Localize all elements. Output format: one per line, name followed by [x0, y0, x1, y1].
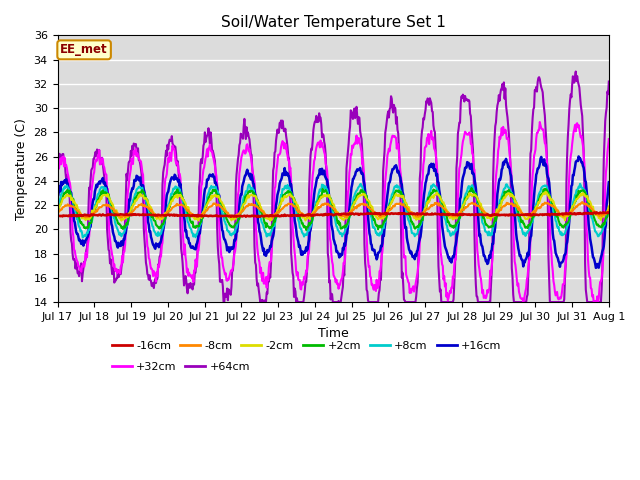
+16cm: [268, 238, 276, 244]
+64cm: [269, 193, 276, 199]
Title: Soil/Water Temperature Set 1: Soil/Water Temperature Set 1: [221, 15, 445, 30]
-16cm: [253, 214, 261, 220]
+16cm: [605, 179, 612, 185]
+8cm: [422, 204, 429, 209]
-8cm: [422, 207, 429, 213]
+16cm: [118, 240, 126, 246]
+2cm: [247, 188, 255, 194]
-2cm: [605, 204, 612, 209]
+32cm: [421, 145, 429, 151]
+64cm: [220, 299, 228, 305]
-2cm: [269, 213, 276, 219]
+8cm: [54, 206, 61, 212]
-16cm: [604, 209, 612, 215]
-2cm: [118, 218, 125, 224]
Line: +8cm: +8cm: [58, 184, 609, 238]
+16cm: [54, 193, 61, 199]
Text: EE_met: EE_met: [60, 43, 108, 56]
+8cm: [269, 226, 276, 231]
+32cm: [605, 136, 612, 142]
+8cm: [119, 230, 127, 236]
+8cm: [220, 218, 228, 224]
Y-axis label: Temperature (C): Temperature (C): [15, 118, 28, 220]
+16cm: [421, 186, 429, 192]
+32cm: [220, 265, 227, 271]
-16cm: [391, 211, 399, 216]
+8cm: [248, 186, 255, 192]
Line: +2cm: +2cm: [58, 188, 609, 230]
+2cm: [422, 205, 429, 211]
-16cm: [118, 212, 126, 217]
+8cm: [79, 235, 86, 240]
-2cm: [422, 205, 429, 211]
+64cm: [422, 107, 429, 113]
+2cm: [54, 210, 61, 216]
-2cm: [391, 193, 399, 199]
+2cm: [302, 227, 310, 233]
-2cm: [119, 216, 127, 222]
-2cm: [541, 189, 549, 195]
+64cm: [220, 299, 227, 305]
Line: +16cm: +16cm: [58, 156, 609, 268]
-8cm: [605, 207, 612, 213]
-8cm: [269, 215, 276, 220]
+2cm: [468, 185, 476, 191]
+64cm: [248, 152, 255, 158]
-16cm: [247, 213, 255, 219]
+16cm: [247, 177, 255, 182]
+32cm: [247, 154, 255, 160]
+16cm: [390, 166, 397, 171]
+64cm: [54, 162, 61, 168]
-2cm: [248, 192, 255, 198]
+16cm: [220, 234, 227, 240]
+32cm: [536, 119, 543, 125]
-16cm: [54, 213, 61, 218]
+16cm: [592, 265, 600, 271]
+2cm: [118, 225, 126, 230]
-16cm: [422, 212, 429, 217]
-8cm: [118, 214, 126, 220]
-8cm: [220, 207, 227, 213]
-8cm: [391, 204, 399, 209]
Line: +32cm: +32cm: [58, 122, 609, 302]
+32cm: [54, 170, 61, 176]
+32cm: [268, 247, 276, 252]
+8cm: [391, 184, 399, 190]
-2cm: [54, 207, 61, 213]
Line: -16cm: -16cm: [58, 212, 609, 217]
+2cm: [268, 224, 276, 229]
+64cm: [572, 69, 580, 74]
-16cm: [220, 213, 227, 219]
Line: -8cm: -8cm: [58, 202, 609, 217]
+2cm: [220, 205, 227, 211]
+32cm: [118, 253, 126, 259]
+32cm: [590, 299, 598, 305]
Legend: +32cm, +64cm: +32cm, +64cm: [107, 358, 255, 376]
+2cm: [391, 190, 399, 196]
-8cm: [54, 211, 61, 216]
+8cm: [576, 181, 584, 187]
+32cm: [390, 134, 397, 140]
Line: -2cm: -2cm: [58, 192, 609, 221]
+64cm: [391, 105, 399, 111]
X-axis label: Time: Time: [318, 327, 349, 340]
+64cm: [605, 79, 612, 84]
+16cm: [575, 154, 582, 159]
-8cm: [247, 203, 255, 208]
+8cm: [605, 204, 612, 210]
-2cm: [220, 204, 228, 210]
+2cm: [605, 207, 612, 213]
+64cm: [118, 260, 126, 265]
-8cm: [268, 213, 276, 218]
-8cm: [579, 199, 586, 205]
-16cm: [269, 213, 276, 219]
-16cm: [605, 210, 612, 216]
Line: +64cm: +64cm: [58, 72, 609, 302]
